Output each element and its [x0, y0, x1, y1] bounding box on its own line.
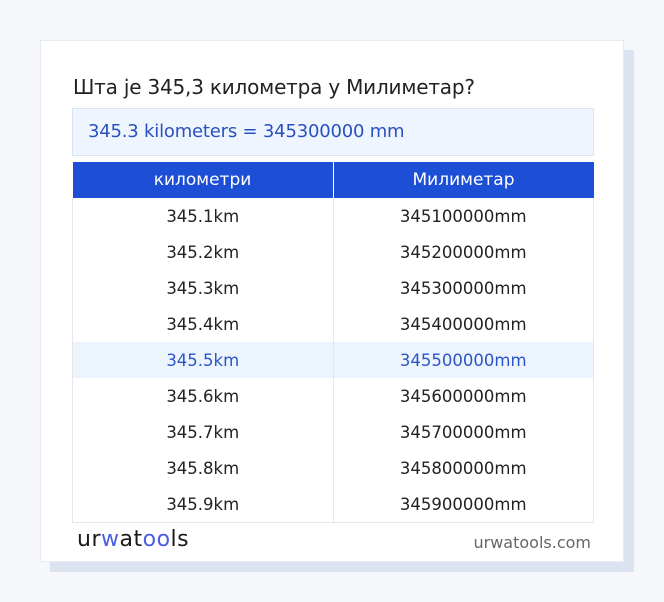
kilometers-cell: 345.4km [72, 306, 334, 342]
table-row: 345.6km 345600000mm [72, 378, 594, 414]
kilometers-cell: 345.5km [72, 342, 334, 378]
kilometers-cell: 345.7km [72, 414, 334, 450]
column-header-millimeters: Милиметар [332, 162, 594, 198]
millimeters-cell: 345600000mm [332, 378, 594, 414]
converter-card: Шта је 345,3 километра у Милиметар? 345.… [40, 40, 624, 562]
millimeters-cell: 345100000mm [332, 198, 594, 234]
kilometers-cell: 345.1km [72, 198, 334, 234]
kilometers-cell: 345.3km [72, 270, 334, 306]
page-title: Шта је 345,3 километра у Милиметар? [73, 75, 475, 99]
table-row: 345.1km 345100000mm [72, 198, 594, 234]
kilometers-cell: 345.6km [72, 378, 334, 414]
millimeters-cell: 345500000mm [332, 342, 594, 378]
kilometers-cell: 345.9km [72, 486, 334, 523]
table-row: 345.4km 345400000mm [72, 306, 594, 342]
millimeters-cell: 345400000mm [332, 306, 594, 342]
millimeters-cell: 345900000mm [332, 486, 594, 523]
millimeters-cell: 345800000mm [332, 450, 594, 486]
kilometers-cell: 345.8km [72, 450, 334, 486]
table-row: 345.2km 345200000mm [72, 234, 594, 270]
millimeters-cell: 345200000mm [332, 234, 594, 270]
table-row: 345.5km 345500000mm [72, 342, 594, 378]
table-row: 345.8km 345800000mm [72, 450, 594, 486]
table-row: 345.7km 345700000mm [72, 414, 594, 450]
table-row: 345.9km 345900000mm [72, 486, 594, 523]
urwatools-logo[interactable]: urwatools [77, 527, 190, 552]
conversion-table: километри Милиметар 345.1km 345100000mm 34… [72, 162, 594, 523]
millimeters-cell: 345700000mm [332, 414, 594, 450]
site-link[interactable]: urwatools.com [473, 533, 592, 552]
conversion-result: 345.3 kilometers = 345300000 mm [72, 108, 594, 156]
kilometers-cell: 345.2km [72, 234, 334, 270]
column-header-kilometers: километри [72, 162, 333, 198]
millimeters-cell: 345300000mm [332, 270, 594, 306]
table-row: 345.3km 345300000mm [72, 270, 594, 306]
